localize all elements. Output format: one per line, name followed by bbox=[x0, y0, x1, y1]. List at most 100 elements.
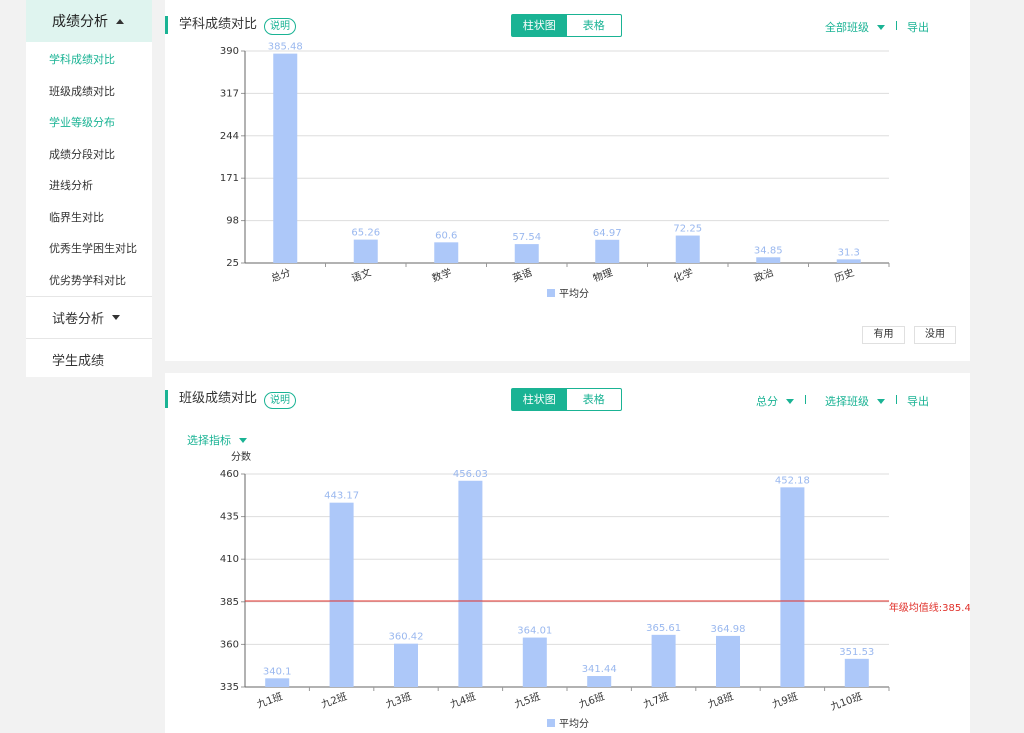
sidebar-section-score-analysis[interactable]: 成绩分析 bbox=[26, 0, 152, 42]
bar-value-label: 341.44 bbox=[582, 664, 617, 675]
legend-label: 平均分 bbox=[559, 288, 589, 300]
sidebar: 成绩分析 学科成绩对比 班级成绩对比 学业等级分布 成绩分段对比 进线分析临界生对比优秀… bbox=[26, 0, 152, 377]
x-tick-label: 总分 bbox=[269, 266, 292, 285]
y-tick-label: 390 bbox=[220, 46, 239, 57]
sidebar-item[interactable]: 学科成绩对比 bbox=[49, 53, 115, 66]
divider bbox=[896, 21, 897, 30]
x-tick-label: 数学 bbox=[430, 266, 453, 285]
metric-select-dropdown[interactable]: 选择指标 bbox=[187, 432, 247, 448]
bar bbox=[273, 53, 298, 263]
sidebar-section-student-scores[interactable]: 学生成绩 bbox=[26, 338, 152, 380]
class-select-dropdown[interactable]: 全部班级 bbox=[825, 19, 885, 35]
x-tick-label: 九2班 bbox=[320, 691, 349, 711]
x-tick-label: 九8班 bbox=[706, 691, 735, 711]
bar-chart-tab[interactable]: 柱状图 bbox=[512, 15, 567, 36]
class-select-dropdown[interactable]: 选择班级 bbox=[825, 393, 885, 409]
bar bbox=[514, 244, 539, 263]
x-tick-label: 九6班 bbox=[577, 691, 606, 711]
x-tick-label: 英语 bbox=[511, 266, 534, 285]
x-tick-label: 政治 bbox=[752, 266, 775, 285]
bar bbox=[756, 257, 781, 263]
bar-value-label: 364.98 bbox=[711, 624, 746, 635]
class-score-chart: 335 360 385 410 435 460 分数 340.1 九1班 443.17 九2班 360… bbox=[220, 450, 970, 730]
subject-compare-panel: 学科成绩对比 说明 柱状图 表格 全部班级 导出 25 98 171 244 317 39… bbox=[165, 0, 970, 361]
bar-chart-tab[interactable]: 柱状图 bbox=[512, 389, 567, 410]
useless-button[interactable]: 没用 bbox=[914, 326, 956, 344]
y-tick-label: 244 bbox=[220, 131, 239, 142]
bar-value-label: 64.97 bbox=[593, 228, 622, 239]
bar bbox=[329, 502, 354, 687]
x-tick-label: 历史 bbox=[833, 267, 856, 285]
sidebar-list: 学科成绩对比 班级成绩对比 学业等级分布 成绩分段对比 进线分析临界生对比优秀生学困生对… bbox=[26, 42, 152, 296]
bar bbox=[394, 643, 418, 687]
export-link[interactable]: 导出 bbox=[907, 395, 929, 408]
dropdown-label: 选择班级 bbox=[825, 395, 869, 408]
divider bbox=[896, 395, 897, 404]
note-badge[interactable]: 说明 bbox=[264, 392, 296, 409]
sidebar-item[interactable]: 临界生对比 bbox=[49, 210, 104, 224]
subject-score-chart: 25 98 171 244 317 390 385.48 总分 65.26 语文 60.6 数学 57.… bbox=[220, 42, 890, 300]
chevron-down-icon bbox=[239, 437, 247, 443]
note-badge[interactable]: 说明 bbox=[264, 18, 296, 35]
bar-value-label: 456.03 bbox=[453, 469, 488, 480]
sidebar-item[interactable]: 学业等级分布 bbox=[49, 116, 115, 129]
bar-value-label: 364.01 bbox=[517, 626, 552, 637]
bar-value-label: 340.1 bbox=[263, 666, 292, 677]
table-tab[interactable]: 表格 bbox=[582, 19, 605, 32]
panel-title: 班级成绩对比 bbox=[165, 390, 257, 408]
x-tick-label: 九10班 bbox=[829, 691, 864, 713]
bar-value-label: 72.25 bbox=[673, 224, 702, 235]
dropdown-label: 全部班级 bbox=[825, 21, 869, 34]
y-tick-label: 98 bbox=[226, 216, 239, 227]
table-tab[interactable]: 表格 bbox=[582, 393, 605, 406]
export-link[interactable]: 导出 bbox=[907, 21, 929, 34]
bar bbox=[780, 487, 805, 687]
bar-value-label: 365.61 bbox=[646, 623, 681, 634]
sidebar-section-label: 成绩分析 bbox=[52, 14, 108, 30]
bar bbox=[716, 635, 740, 687]
bar-value-label: 360.42 bbox=[389, 632, 424, 643]
bar-value-label: 452.18 bbox=[775, 475, 810, 486]
y-tick-label: 335 bbox=[220, 682, 239, 693]
y-tick-label: 25 bbox=[226, 258, 239, 269]
bar bbox=[587, 676, 612, 687]
sidebar-section-exam-analysis[interactable]: 试卷分析 bbox=[26, 296, 152, 338]
sidebar-item[interactable]: 进线分析 bbox=[49, 179, 93, 192]
bar bbox=[675, 235, 700, 263]
x-tick-label: 九3班 bbox=[384, 691, 413, 711]
panel-title: 学科成绩对比 bbox=[165, 16, 257, 34]
bar-value-label: 65.26 bbox=[351, 228, 380, 239]
sidebar-item[interactable]: 班级成绩对比 bbox=[49, 84, 115, 98]
class-compare-panel: 班级成绩对比 说明 柱状图 表格 总分 选择班级 导出 选择指标 335 360 3… bbox=[165, 373, 970, 733]
legend-label: 平均分 bbox=[559, 718, 589, 730]
legend-swatch bbox=[547, 289, 555, 297]
caret-down-icon bbox=[112, 315, 121, 320]
x-tick-label: 九1班 bbox=[255, 691, 284, 711]
sidebar-item[interactable]: 优秀生学困生对比 bbox=[49, 242, 137, 255]
x-tick-label: 化学 bbox=[672, 266, 695, 285]
chevron-down-icon bbox=[877, 24, 885, 30]
y-tick-label: 460 bbox=[220, 469, 239, 480]
bar-value-label: 34.85 bbox=[754, 245, 783, 256]
sidebar-item[interactable]: 优劣势学科对比 bbox=[49, 273, 126, 287]
bar bbox=[595, 239, 620, 263]
useful-button[interactable]: 有用 bbox=[862, 326, 905, 344]
y-tick-label: 385 bbox=[220, 597, 239, 608]
chevron-down-icon bbox=[877, 398, 885, 404]
legend-swatch bbox=[547, 719, 555, 727]
sidebar-section-label: 学生成绩 bbox=[52, 354, 105, 369]
sidebar-item[interactable]: 成绩分段对比 bbox=[49, 147, 115, 161]
bar bbox=[458, 480, 483, 687]
bar-value-label: 60.6 bbox=[435, 230, 457, 241]
x-tick-label: 九5班 bbox=[513, 691, 542, 711]
bar-value-label: 385.48 bbox=[268, 42, 303, 53]
view-toggle: 柱状图 表格 bbox=[511, 388, 622, 411]
chevron-down-icon bbox=[786, 398, 794, 404]
subject-select-dropdown[interactable]: 总分 bbox=[756, 393, 794, 409]
x-tick-label: 九7班 bbox=[642, 691, 671, 711]
bar bbox=[522, 637, 547, 687]
x-tick-label: 语文 bbox=[350, 266, 373, 285]
bar bbox=[651, 634, 676, 687]
dropdown-label: 选择指标 bbox=[187, 434, 231, 447]
bar-value-label: 443.17 bbox=[324, 491, 359, 502]
